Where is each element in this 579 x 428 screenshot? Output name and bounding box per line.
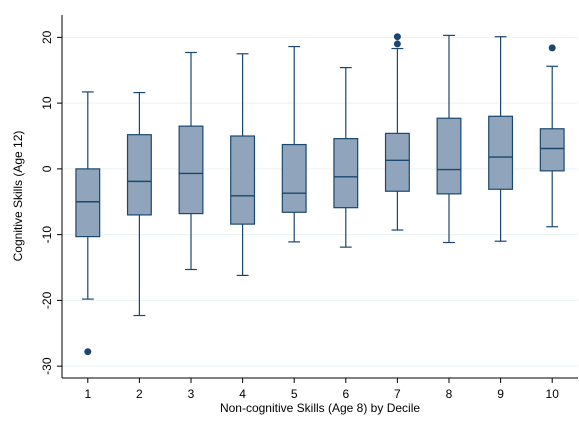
- outlier: [393, 33, 401, 41]
- x-tick-label: 9: [497, 387, 504, 401]
- box: [281, 143, 307, 213]
- y-tick-label: -10: [40, 226, 54, 244]
- y-axis-title: Cognitive Skills (Age 12): [11, 131, 25, 262]
- box: [539, 128, 565, 172]
- outlier: [393, 40, 401, 48]
- box: [230, 135, 256, 225]
- x-tick-label: 8: [446, 387, 453, 401]
- box: [333, 138, 359, 209]
- x-tick-label: 4: [239, 387, 246, 401]
- x-tick-label: 6: [342, 387, 349, 401]
- x-tick-label: 3: [188, 387, 195, 401]
- x-tick-label: 5: [291, 387, 298, 401]
- x-tick-label: 2: [136, 387, 143, 401]
- outlier: [548, 44, 556, 52]
- x-axis-title: Non-cognitive Skills (Age 8) by Decile: [220, 401, 420, 415]
- outlier: [84, 348, 92, 356]
- box: [75, 168, 101, 238]
- box: [178, 125, 204, 215]
- y-tick-label: -30: [40, 357, 54, 375]
- x-tick-label: 10: [546, 387, 560, 401]
- x-tick-label: 7: [394, 387, 401, 401]
- box: [436, 117, 462, 195]
- box: [126, 134, 152, 216]
- y-tick-label: 0: [40, 165, 54, 172]
- y-tick-label: 20: [40, 30, 54, 44]
- y-tick-label: -20: [40, 291, 54, 309]
- y-tick-label: 10: [40, 96, 54, 110]
- box: [384, 132, 410, 192]
- box: [488, 115, 514, 190]
- x-tick-label: 1: [84, 387, 91, 401]
